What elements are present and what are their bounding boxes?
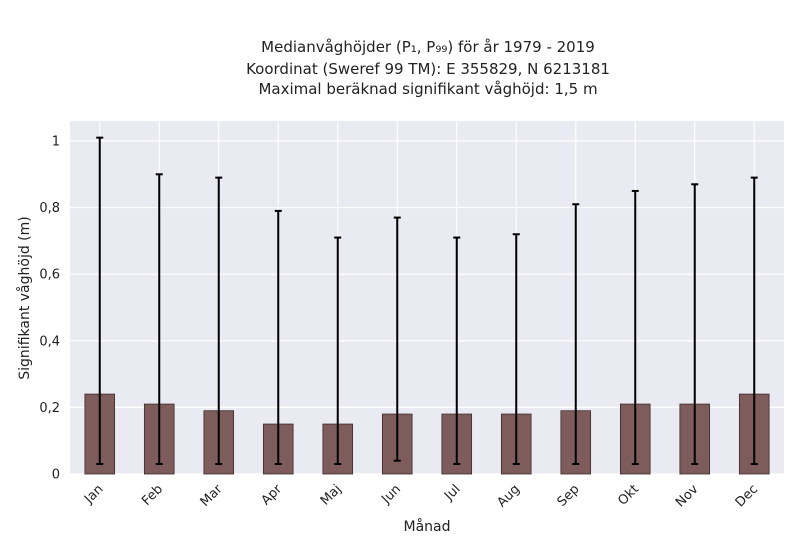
x-tick-label: Okt bbox=[615, 482, 642, 509]
x-tick-label: Apr bbox=[259, 481, 286, 508]
chart-title-line-3: Maximal beräknad signifikant våghöjd: 1,… bbox=[258, 80, 597, 98]
x-tick-label: Maj bbox=[318, 482, 345, 509]
x-tick-label: Mar bbox=[198, 481, 226, 509]
y-tick-label: 0,4 bbox=[39, 334, 60, 349]
x-tick-label: Jan bbox=[81, 482, 106, 507]
y-axis-label: Signifikant våghöjd (m) bbox=[16, 216, 33, 379]
x-tick-label: Feb bbox=[139, 482, 166, 509]
x-axis-label: Månad bbox=[404, 518, 451, 535]
plot-area bbox=[70, 121, 784, 474]
x-tick-label: Dec bbox=[733, 482, 761, 510]
chart-title-line-2: Koordinat (Sweref 99 TM): E 355829, N 62… bbox=[246, 60, 610, 78]
x-tick-label: Jul bbox=[441, 482, 463, 504]
y-tick-label: 0 bbox=[52, 468, 60, 483]
x-tick-label: Aug bbox=[495, 482, 524, 511]
x-axis-ticks: Jan Feb Mar Apr Maj Jun Jul Aug Sep Okt Nov Dec bbox=[81, 481, 761, 510]
x-tick-label: Nov bbox=[673, 482, 702, 511]
chart-title-line-1: Medianvåghöjder (P₁, P₉₉) för år 1979 - … bbox=[261, 38, 595, 56]
y-tick-label: 0,6 bbox=[39, 268, 60, 283]
x-tick-label: Sep bbox=[555, 482, 583, 510]
y-tick-label: 0,2 bbox=[39, 401, 60, 416]
y-axis-ticks: 0 0,2 0,4 0,6 0,8 1 bbox=[39, 134, 60, 482]
chart-title: Medianvåghöjder (P₁, P₉₉) för år 1979 - … bbox=[246, 38, 610, 98]
y-tick-label: 1 bbox=[52, 134, 60, 149]
y-tick-label: 0,8 bbox=[39, 201, 60, 216]
error-bars bbox=[96, 136, 758, 466]
x-tick-label: Jun bbox=[378, 482, 404, 508]
